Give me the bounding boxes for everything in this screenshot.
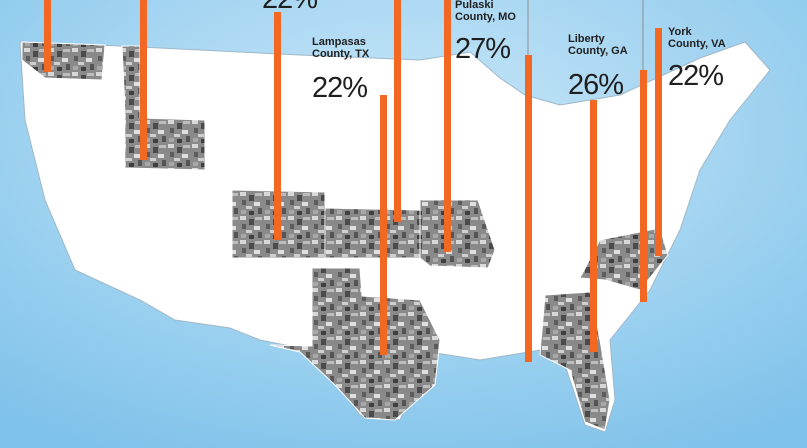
percent: 26% bbox=[568, 69, 623, 101]
percent: 22% bbox=[312, 72, 367, 104]
county-name: Pulaski bbox=[455, 0, 494, 11]
county-name: Liberty bbox=[568, 33, 606, 45]
percent: 27% bbox=[455, 33, 510, 65]
pointer-bars bbox=[44, 0, 662, 362]
leader-lines bbox=[527, 0, 644, 70]
percent: 22% bbox=[668, 60, 723, 92]
county-name: County, TX bbox=[312, 48, 370, 60]
county-name: County, GA bbox=[568, 45, 628, 57]
county-name: Lampasas bbox=[312, 36, 366, 48]
county-name: County, MO bbox=[455, 11, 516, 23]
camo-states bbox=[21, 41, 669, 431]
county-name: York bbox=[668, 26, 693, 38]
percent: 22% bbox=[262, 0, 317, 15]
county-name: County, VA bbox=[668, 38, 726, 50]
